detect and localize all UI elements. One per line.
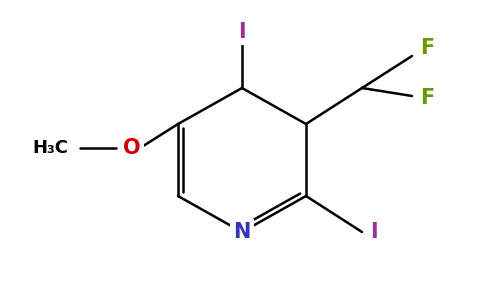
Text: I: I xyxy=(238,22,246,42)
Text: N: N xyxy=(233,222,251,242)
Text: O: O xyxy=(123,138,141,158)
Text: F: F xyxy=(420,38,434,58)
Text: I: I xyxy=(370,222,378,242)
Text: H₃C: H₃C xyxy=(32,139,68,157)
Text: F: F xyxy=(420,88,434,108)
